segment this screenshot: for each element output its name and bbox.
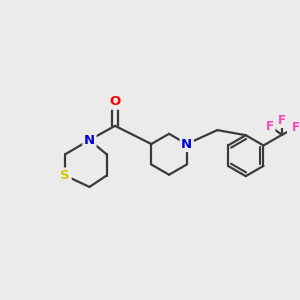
Text: N: N	[84, 134, 95, 147]
Text: O: O	[110, 95, 121, 108]
Text: N: N	[181, 137, 192, 151]
Text: S: S	[61, 169, 70, 182]
Text: F: F	[278, 113, 286, 127]
Text: F: F	[266, 120, 274, 133]
Text: F: F	[292, 121, 300, 134]
